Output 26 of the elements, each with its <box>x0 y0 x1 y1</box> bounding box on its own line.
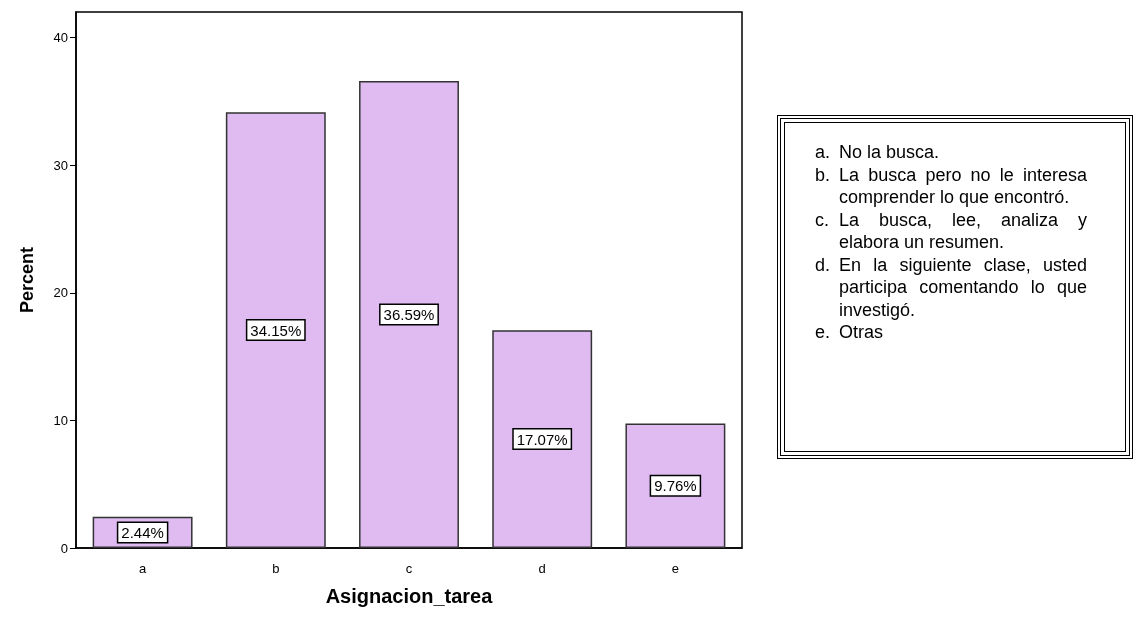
text: c. La busca, lee, analiza y elabora un resumen. <box>815 208 1087 254</box>
y-tick-label: 20 <box>53 285 68 301</box>
x-tick-label: c <box>405 561 413 576</box>
data-label: 17.07% <box>516 430 568 448</box>
x-tick-label: d <box>538 561 546 576</box>
data-label: 2.44% <box>121 523 164 541</box>
y-tick-label: 30 <box>53 157 68 173</box>
text: e. Otras <box>815 321 884 344</box>
bar <box>492 330 593 548</box>
bar <box>625 423 726 548</box>
text: b. La busca pero no le interesa comprender lo que encontró. <box>815 163 1087 209</box>
x-tick-label: a <box>138 561 147 576</box>
y-tick-label: 10 <box>53 412 68 428</box>
text: d. En la siguiente clase, usted participa comentando lo que investigó. <box>815 253 1087 321</box>
x-tick-label: b <box>272 561 280 576</box>
text: a. No la busca. <box>815 141 941 164</box>
data-label: 36.59% <box>383 306 435 324</box>
data-label: 9.76% <box>654 477 697 495</box>
data-label: 34.15% <box>250 321 302 339</box>
y-axis-title: Percent <box>17 246 37 314</box>
x-tick-label: e <box>671 561 680 576</box>
bar <box>225 112 326 548</box>
y-tick-label: 0 <box>60 540 68 556</box>
bar <box>359 81 459 548</box>
x-axis-title: Asignacion_tarea <box>325 585 494 607</box>
y-tick-label: 40 <box>53 30 68 46</box>
